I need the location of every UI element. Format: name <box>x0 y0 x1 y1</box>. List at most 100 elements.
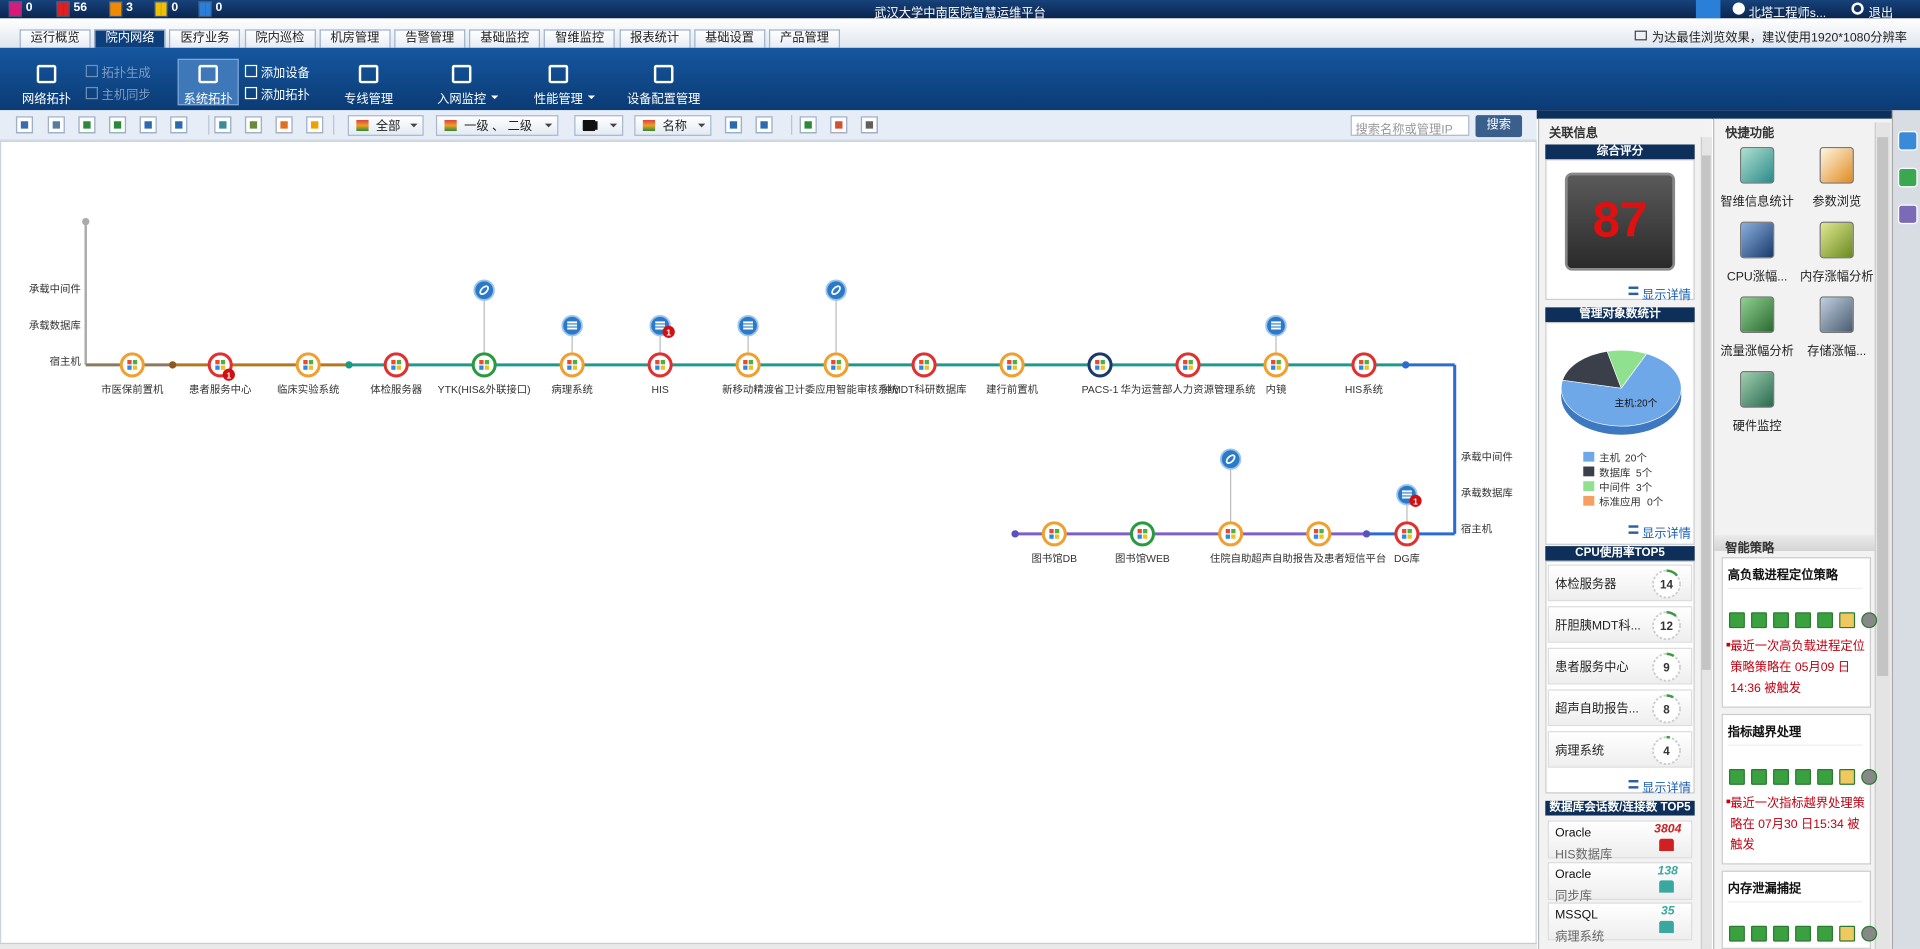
node-label: 新移动精渡 <box>722 383 775 396</box>
tool-icon-button[interactable] <box>755 116 773 134</box>
tool-button[interactable]: 主机同步 <box>101 89 151 103</box>
tool-button[interactable]: 系统拓扑 <box>183 93 233 107</box>
quick-label[interactable]: 存储涨幅... <box>1807 345 1867 359</box>
strip-button[interactable] <box>1897 204 1918 225</box>
strip-button[interactable] <box>1897 131 1918 151</box>
tool-icon-button[interactable] <box>244 116 263 134</box>
os-glyph <box>748 365 754 370</box>
top-bar: 0 56 3 0 0 武汉大学中南医院智慧运维平台 北塔工程师s... 退出 <box>0 0 1920 21</box>
quick-icon[interactable] <box>1819 296 1854 334</box>
quick-label[interactable]: 流量涨幅分析 <box>1720 345 1794 359</box>
db-glyph <box>743 321 754 324</box>
quick-icon[interactable] <box>1819 146 1854 184</box>
quick-icon[interactable] <box>1740 296 1775 334</box>
scroll-thumb <box>1702 155 1711 670</box>
detail-link[interactable]: 显示详情 <box>1642 288 1692 303</box>
quick-label[interactable]: 内存涨幅分析 <box>1800 270 1874 285</box>
app-title: 武汉大学中南医院智慧运维平台 <box>874 7 1046 21</box>
alert-icon <box>108 1 123 18</box>
sound-button[interactable] <box>1695 0 1721 19</box>
strategy-text: 最近一次高负载进程定位策略策略在 05月09 日14:36 被触发 <box>1730 640 1865 696</box>
tool-icon-button[interactable] <box>108 116 127 134</box>
dropdown[interactable]: 名称 <box>634 115 712 136</box>
search-input[interactable]: 搜索名称或管理IP <box>1350 115 1470 137</box>
bullet <box>1726 799 1731 804</box>
node-label: 肿MDT科研数据库 <box>882 383 967 396</box>
nav-tab[interactable]: 医疗业务 <box>169 29 241 48</box>
quick-label[interactable]: 参数浏览 <box>1812 195 1862 210</box>
tool-icon-button[interactable] <box>47 116 65 134</box>
logout-icon <box>1851 2 1864 15</box>
score-value: 87 <box>1592 193 1648 248</box>
tool-button[interactable]: 网络拓扑 <box>22 93 72 107</box>
node <box>1218 521 1244 547</box>
nav-tab[interactable]: 告警管理 <box>394 29 466 48</box>
nav-tab[interactable]: 机房管理 <box>319 29 391 48</box>
nav-tab[interactable]: 基础设置 <box>694 29 766 48</box>
user-name[interactable]: 北塔工程师s... <box>1748 7 1827 21</box>
gauge-value: 9 <box>1663 662 1670 675</box>
panel-bar <box>1536 110 1920 119</box>
detail-link[interactable]: 显示详情 <box>1642 782 1692 796</box>
node <box>647 352 673 378</box>
logout[interactable]: 退出 <box>1868 7 1894 21</box>
step-check <box>1817 925 1834 942</box>
tool-icon-button[interactable] <box>860 116 878 134</box>
cpu-name: 病理系统 <box>1555 744 1605 758</box>
os-glyph <box>924 360 929 365</box>
tool-button[interactable]: 性能管理 <box>533 93 583 107</box>
quick-icon[interactable] <box>1740 371 1775 408</box>
tool-icon-button[interactable] <box>830 116 848 134</box>
user-icon <box>1732 2 1745 15</box>
tool-button[interactable]: 专线管理 <box>344 93 394 107</box>
strategy-title: 内存泄漏捕捉 <box>1727 882 1802 897</box>
quick-label[interactable]: CPU涨幅... <box>1726 270 1788 285</box>
os-glyph <box>1007 365 1012 370</box>
tool-button[interactable]: 添加拓扑 <box>260 89 310 103</box>
tool-button[interactable]: 拓扑生成 <box>101 67 151 81</box>
panel-title: 关联信息 <box>1548 127 1598 141</box>
dropdown[interactable]: 全部 <box>347 115 424 136</box>
dropdown[interactable] <box>574 115 624 136</box>
quick-icon[interactable] <box>1740 146 1775 184</box>
quick-label[interactable]: 智维信息统计 <box>1720 195 1794 210</box>
nav-tab[interactable]: 运行概览 <box>19 29 91 48</box>
os-glyph <box>743 360 748 365</box>
nav-tab[interactable]: 报表统计 <box>619 29 691 48</box>
tool-icon-button[interactable] <box>214 116 232 134</box>
gauge-value: 8 <box>1663 703 1670 716</box>
step-check <box>1817 768 1834 785</box>
os-glyph <box>831 360 836 365</box>
db-glyph <box>655 327 666 330</box>
tool-icon-button[interactable] <box>15 116 34 134</box>
tool-icon-button[interactable] <box>78 116 96 134</box>
os-glyph <box>1049 534 1054 539</box>
tool-icon-button[interactable] <box>275 116 293 134</box>
nav-tab[interactable]: 智维监控 <box>544 29 616 48</box>
cpu-name: 肝胆胰MDT科... <box>1555 619 1641 634</box>
strip-button[interactable] <box>1897 167 1918 188</box>
tool-icon-button[interactable] <box>799 116 817 134</box>
tool-button[interactable]: 设备配置管理 <box>626 93 701 107</box>
nav-tab[interactable]: 产品管理 <box>768 29 841 48</box>
os-glyph <box>1231 534 1236 539</box>
search-button[interactable]: 搜索 <box>1475 115 1523 138</box>
tool-icon-button[interactable] <box>139 116 157 134</box>
db-name: 病理系统 <box>1555 930 1605 945</box>
quick-icon[interactable] <box>1819 221 1854 259</box>
tool-icon-button[interactable] <box>306 116 324 134</box>
os-glyph <box>1364 360 1369 365</box>
tool-icon-button[interactable] <box>724 116 743 134</box>
quick-icon[interactable] <box>1740 221 1775 259</box>
node <box>999 352 1025 378</box>
dropdown[interactable]: 一级 、 二级 <box>435 115 559 136</box>
tool-button[interactable]: 添加设备 <box>260 67 310 81</box>
tool-button[interactable]: 入网监控 <box>437 93 487 107</box>
nav-tab[interactable]: 院内网络 <box>94 29 166 48</box>
tool-icon-button[interactable] <box>170 116 188 134</box>
gauge-value: 4 <box>1663 745 1670 758</box>
nav-tab[interactable]: 基础监控 <box>469 29 541 48</box>
detail-link[interactable]: 显示详情 <box>1642 527 1692 542</box>
nav-tab[interactable]: 院内巡检 <box>244 29 316 48</box>
quick-label[interactable]: 硬件监控 <box>1732 420 1782 434</box>
